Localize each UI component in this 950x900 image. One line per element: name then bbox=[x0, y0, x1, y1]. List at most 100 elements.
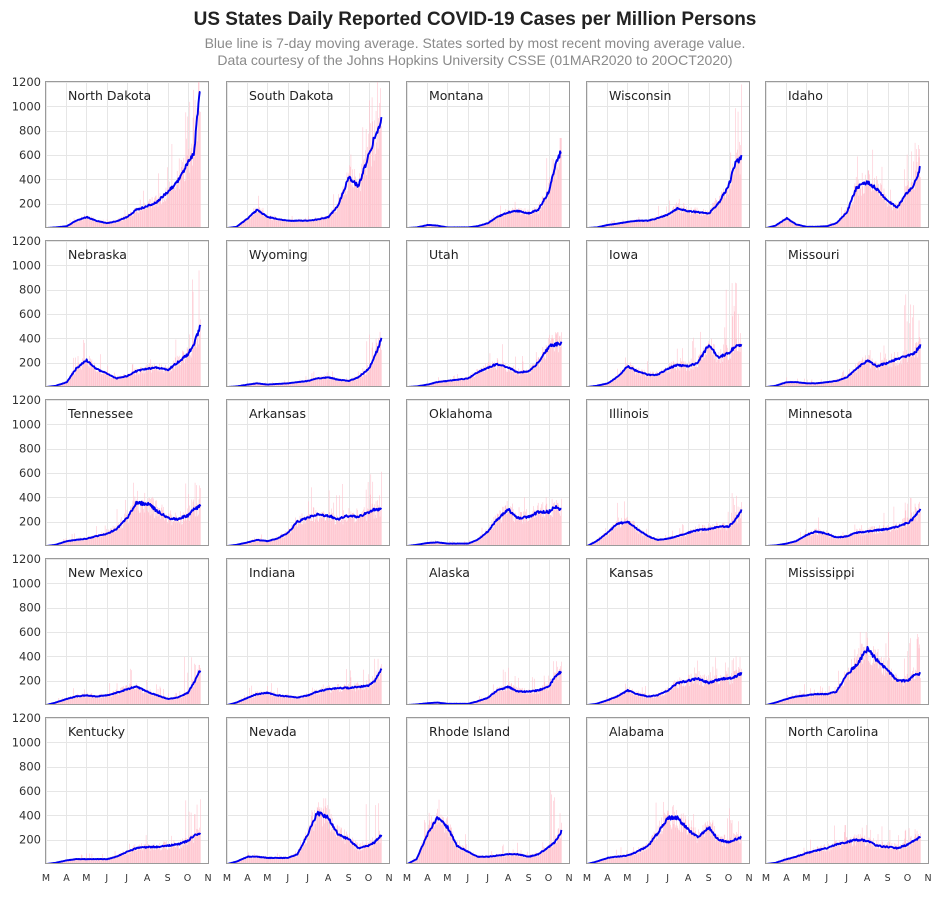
daily-bar bbox=[77, 860, 78, 864]
daily-bar bbox=[791, 542, 793, 546]
daily-bar bbox=[851, 205, 852, 228]
daily-bar bbox=[324, 691, 325, 705]
daily-bar bbox=[77, 539, 79, 546]
daily-bar bbox=[714, 359, 716, 387]
daily-bar bbox=[677, 679, 679, 705]
daily-bar bbox=[71, 696, 73, 705]
daily-bar bbox=[857, 529, 858, 546]
daily-bar bbox=[154, 695, 155, 705]
daily-bar bbox=[461, 379, 463, 387]
daily-bar bbox=[125, 499, 126, 546]
daily-bar bbox=[135, 375, 136, 387]
daily-bar bbox=[262, 207, 264, 228]
daily-bar bbox=[67, 699, 69, 705]
daily-bar bbox=[246, 541, 248, 546]
daily-bar bbox=[119, 217, 120, 228]
daily-bar bbox=[541, 504, 542, 546]
daily-bar bbox=[248, 695, 250, 705]
daily-bar bbox=[653, 221, 654, 228]
daily-bar bbox=[828, 694, 829, 705]
daily-bar bbox=[112, 857, 114, 864]
daily-bar bbox=[731, 184, 732, 228]
daily-bar bbox=[369, 494, 371, 546]
daily-bar bbox=[299, 382, 300, 387]
daily-bar bbox=[727, 673, 728, 705]
daily-bar bbox=[543, 675, 545, 705]
daily-bar bbox=[358, 181, 360, 228]
daily-bar bbox=[77, 365, 78, 387]
daily-bar bbox=[713, 203, 715, 228]
daily-bar bbox=[134, 688, 136, 705]
daily-bar bbox=[168, 512, 169, 546]
daily-bar bbox=[246, 698, 247, 705]
daily-bar bbox=[844, 534, 846, 546]
daily-bar bbox=[915, 343, 916, 387]
daily-bar bbox=[592, 541, 594, 546]
daily-bar bbox=[291, 696, 292, 705]
daily-bar bbox=[115, 856, 116, 864]
daily-bar bbox=[719, 683, 720, 705]
daily-bar bbox=[69, 860, 70, 864]
daily-bar bbox=[250, 695, 252, 705]
daily-bar bbox=[172, 844, 174, 864]
daily-bar bbox=[719, 529, 721, 546]
daily-bar bbox=[674, 204, 676, 228]
daily-bar bbox=[267, 686, 268, 705]
daily-bar bbox=[108, 221, 110, 228]
daily-bar bbox=[155, 366, 156, 387]
daily-bar bbox=[57, 701, 58, 705]
daily-bar bbox=[330, 378, 332, 387]
daily-bar bbox=[551, 158, 553, 228]
daily-bar bbox=[682, 213, 683, 228]
daily-bar bbox=[334, 515, 335, 546]
daily-bar bbox=[145, 364, 147, 387]
daily-bar bbox=[528, 689, 530, 705]
daily-bar bbox=[894, 205, 895, 228]
daily-bar bbox=[165, 696, 166, 705]
daily-bar bbox=[268, 216, 269, 228]
daily-bar bbox=[186, 692, 187, 705]
daily-bar bbox=[179, 848, 181, 864]
daily-bar bbox=[522, 687, 523, 705]
daily-bar bbox=[687, 209, 689, 228]
daily-bar bbox=[87, 538, 89, 546]
daily-bar bbox=[658, 539, 659, 546]
daily-bar bbox=[849, 671, 851, 705]
daily-bar bbox=[174, 699, 176, 705]
daily-bar bbox=[508, 511, 510, 546]
daily-bar bbox=[647, 221, 649, 228]
daily-bar bbox=[69, 697, 71, 705]
daily-bar bbox=[338, 200, 340, 228]
daily-bar bbox=[127, 217, 128, 228]
daily-bar bbox=[326, 515, 328, 546]
daily-bar bbox=[727, 526, 728, 546]
daily-bar bbox=[127, 849, 128, 864]
daily-bar bbox=[647, 374, 649, 387]
daily-bar bbox=[706, 213, 707, 228]
daily-bar bbox=[551, 681, 552, 705]
daily-bar bbox=[240, 224, 241, 228]
daily-bar bbox=[506, 501, 508, 546]
daily-bar bbox=[324, 520, 326, 546]
daily-bar bbox=[777, 223, 778, 228]
daily-bar bbox=[912, 517, 913, 546]
daily-bar bbox=[871, 526, 872, 546]
daily-bar bbox=[805, 536, 807, 546]
daily-bar bbox=[878, 364, 879, 387]
daily-bar bbox=[150, 359, 152, 387]
daily-bar bbox=[76, 366, 77, 387]
daily-bar bbox=[475, 375, 476, 387]
daily-bar bbox=[359, 516, 361, 546]
daily-bar bbox=[165, 697, 167, 705]
daily-bar bbox=[608, 382, 609, 387]
daily-bar bbox=[871, 183, 873, 228]
daily-bar bbox=[359, 688, 360, 705]
daily-bar bbox=[170, 699, 171, 705]
daily-bar bbox=[618, 522, 620, 546]
daily-bar bbox=[307, 382, 309, 387]
daily-bar bbox=[478, 701, 479, 705]
daily-bar bbox=[619, 373, 620, 387]
daily-bar bbox=[170, 188, 171, 228]
daily-bar bbox=[337, 206, 338, 228]
daily-bar bbox=[791, 382, 792, 387]
